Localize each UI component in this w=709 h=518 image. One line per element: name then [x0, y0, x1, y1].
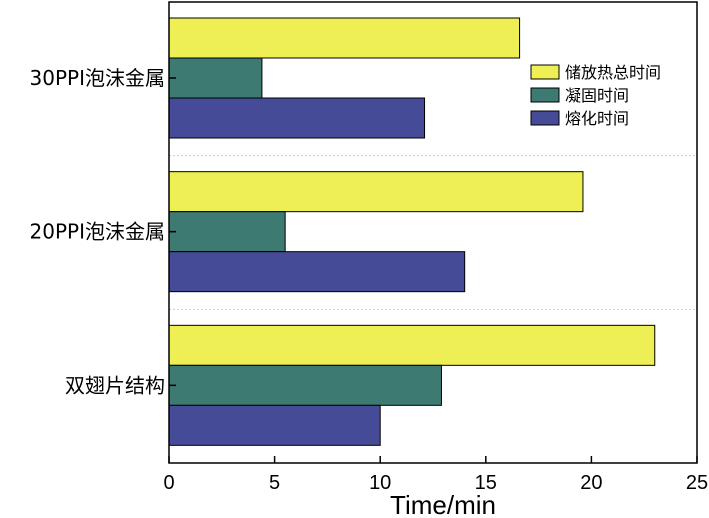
bars: [168, 17, 656, 446]
legend-swatch: [530, 64, 560, 80]
y-category-label: 30PPI泡沫金属: [30, 66, 165, 90]
x-axis-title: Time/min: [390, 490, 496, 518]
x-tick-label: 10: [369, 472, 391, 494]
legend-label: 储放热总时间: [565, 63, 661, 82]
legend-swatch: [530, 87, 560, 103]
bar-1-1: [168, 17, 521, 59]
x-tick-label: 0: [163, 472, 174, 494]
legend-swatch: [530, 110, 560, 126]
x-tick-label: 20: [580, 472, 602, 494]
legend-label: 熔化时间: [565, 109, 629, 128]
bar-2-1: [168, 171, 584, 213]
x-tick-label: 25: [686, 472, 708, 494]
y-category-label: 双翅片结构: [65, 373, 165, 397]
x-axis-ticks: 0 5 10 15 20 25: [163, 456, 708, 494]
bar-3-3: [168, 404, 381, 446]
bar-1-3: [168, 97, 426, 139]
legend-label: 凝固时间: [565, 86, 629, 105]
bar-2-2: [168, 211, 286, 253]
plot-frame: [168, 1, 698, 464]
y-category-label: 20PPI泡沫金属: [30, 220, 165, 244]
bar-3-1: [168, 324, 656, 366]
bar-1-2: [168, 57, 263, 99]
group-separators: [169, 155, 697, 310]
x-tick-label: 15: [475, 472, 497, 494]
x-tick-label: 5: [269, 472, 280, 494]
bar-3-2: [168, 364, 442, 406]
bar-2-3: [168, 251, 466, 293]
